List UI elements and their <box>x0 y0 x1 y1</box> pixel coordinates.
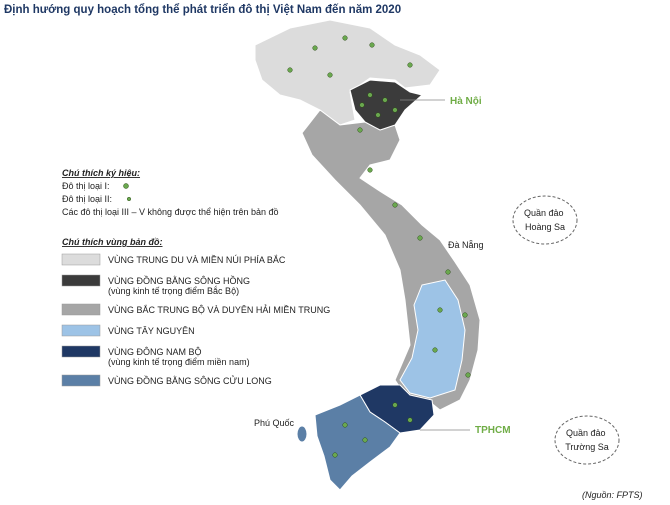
city-dot <box>432 347 438 353</box>
legend-note: (vùng kinh tế trọng điểm miền nam) <box>108 357 250 367</box>
island-outline <box>512 195 578 245</box>
legend-label: VÙNG BẮC TRUNG BỘ VÀ DUYÊN HẢI MIỀN TRUN… <box>108 304 330 315</box>
legend-item: Các đô thị loại III – V không được thể h… <box>62 207 279 217</box>
legend-title: Chú thích vùng bản đồ: <box>62 237 163 247</box>
archipelago-label: Quần đảo Trường Sa <box>565 428 609 452</box>
archipelago-label: Quần đảo Hoàng Sa <box>524 208 566 232</box>
city-dot <box>312 45 318 51</box>
city-label: TPHCM <box>475 425 511 436</box>
legend-label: VÙNG TRUNG DU VÀ MIỀN NÚI PHÍA BẮC <box>108 255 286 265</box>
source: (Nguồn: FPTS) <box>582 490 643 500</box>
label-line: Quần đảo <box>524 208 564 218</box>
city-dot <box>287 67 293 73</box>
legend-symbol <box>126 196 132 202</box>
legend-swatch <box>61 274 101 287</box>
legend-item: Đô thị loại I: <box>62 181 110 191</box>
city-dot <box>465 372 471 378</box>
city-dot <box>342 35 348 41</box>
city-dot <box>445 269 451 275</box>
region-central-highlands <box>399 279 466 399</box>
legend-symbol <box>123 183 129 189</box>
city-dot <box>462 312 468 318</box>
legend-swatch <box>61 303 101 316</box>
city-dot <box>369 42 375 48</box>
legend-label: VÙNG ĐỒNG BẰNG SÔNG CỬU LONG <box>108 375 272 386</box>
region-red-river-delta <box>349 79 424 131</box>
legend-label: VÙNG ĐỒNG BẰNG SÔNG HỒNG <box>108 275 250 286</box>
city-dot <box>362 437 368 443</box>
region-legend: Chú thích vùng bản đồ: VÙNG TRUNG DU VÀ … <box>61 237 330 387</box>
city-dot <box>417 235 423 241</box>
region-mekong <box>314 394 401 491</box>
legend-note: (vùng kinh tế trọng điểm Bắc Bộ) <box>108 286 239 296</box>
city-dot <box>392 202 398 208</box>
legend-item: Đô thị loại II: <box>62 194 112 204</box>
city-dot <box>382 97 388 103</box>
island-phu-quoc <box>296 425 308 443</box>
city-dot <box>332 452 338 458</box>
city-label: Đà Nẵng <box>448 240 484 250</box>
city-dot <box>359 102 365 108</box>
legend-swatch <box>61 324 101 337</box>
city-dot <box>407 417 413 423</box>
island-label: Phú Quốc <box>254 418 295 428</box>
legend-label: VÙNG TÂY NGUYÊN <box>108 326 195 336</box>
legend-swatch <box>61 345 101 358</box>
region-north <box>254 19 441 126</box>
title: Định hướng quy hoạch tổng thể phát triển… <box>4 4 401 16</box>
city-dot <box>407 62 413 68</box>
city-dot <box>392 107 398 113</box>
city-dot <box>375 112 381 118</box>
city-dot <box>392 402 398 408</box>
city-dot <box>367 92 373 98</box>
legend-label: VÙNG ĐÔNG NAM BỘ <box>108 347 202 357</box>
label-line: Trường Sa <box>565 442 609 452</box>
city-dot <box>327 72 333 78</box>
legend-swatch <box>61 374 101 387</box>
city-dot <box>367 167 373 173</box>
label-line: Quần đảo <box>566 428 606 438</box>
city-dots <box>287 35 471 458</box>
map <box>254 19 620 491</box>
city-dot <box>437 307 443 313</box>
label-line: Hoàng Sa <box>525 222 565 232</box>
city-label: Hà Nội <box>450 96 482 107</box>
legend-title: Chú thích ký hiệu: <box>62 168 140 178</box>
city-dot <box>357 127 363 133</box>
city-dot <box>342 422 348 428</box>
legend-swatch <box>61 253 101 266</box>
island-outline <box>554 415 620 465</box>
